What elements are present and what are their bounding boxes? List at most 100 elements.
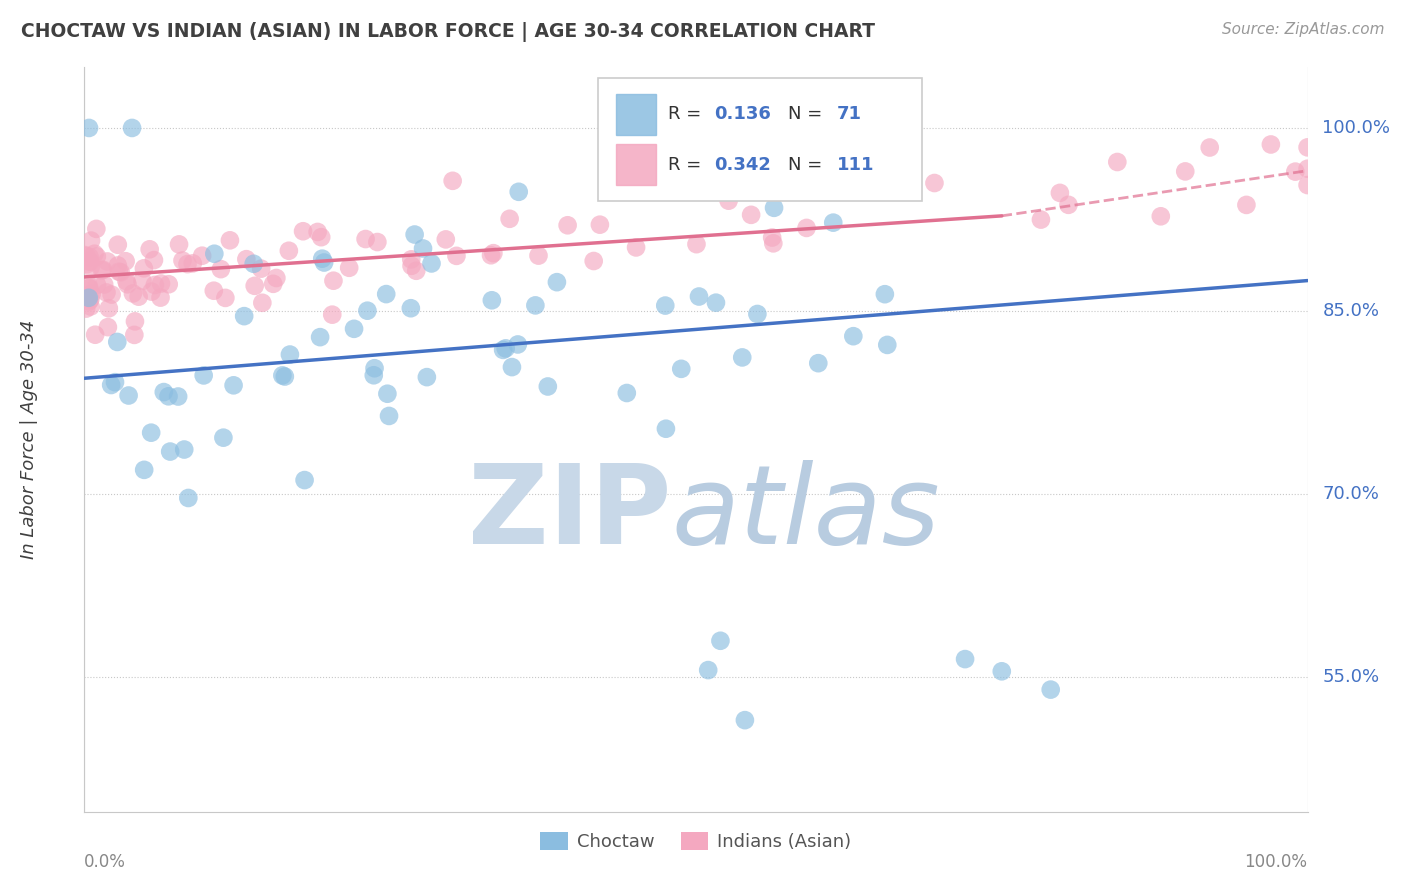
Point	[356, 303, 378, 318]
Text: 85.0%: 85.0%	[1322, 302, 1379, 320]
Point	[1198, 140, 1220, 154]
Point	[172, 253, 194, 268]
Point	[80, 287, 103, 301]
Text: 100.0%: 100.0%	[1322, 119, 1391, 137]
Point	[823, 216, 845, 230]
Point	[1150, 209, 1173, 223]
Point	[322, 274, 344, 288]
Point	[173, 442, 195, 457]
Point	[482, 246, 505, 260]
Point	[143, 253, 166, 268]
Point	[75, 291, 97, 305]
Point	[405, 264, 427, 278]
Point	[176, 257, 198, 271]
Point	[294, 473, 316, 487]
Point	[399, 301, 422, 316]
Point	[77, 281, 100, 295]
Point	[235, 252, 257, 267]
Point	[79, 254, 101, 268]
Point	[91, 263, 114, 277]
Point	[508, 185, 530, 199]
Point	[747, 307, 769, 321]
Point	[80, 234, 103, 248]
Point	[506, 337, 529, 351]
Point	[86, 277, 108, 292]
Point	[734, 713, 756, 727]
Point	[86, 249, 108, 263]
Text: 111: 111	[837, 156, 875, 174]
Point	[177, 491, 200, 505]
Point	[527, 249, 550, 263]
Point	[412, 242, 434, 256]
Point	[73, 291, 96, 305]
Point	[77, 278, 100, 293]
Point	[114, 254, 136, 268]
Point	[243, 278, 266, 293]
Point	[86, 222, 108, 236]
Point	[1236, 198, 1258, 212]
Point	[193, 368, 215, 383]
Point	[141, 425, 163, 440]
Point	[117, 388, 139, 402]
Point	[873, 287, 896, 301]
Point	[77, 294, 100, 309]
Point	[266, 271, 288, 285]
Point	[704, 295, 727, 310]
Text: 0.0%: 0.0%	[84, 853, 127, 871]
Point	[624, 240, 647, 254]
Bar	[616, 94, 655, 135]
Point	[79, 260, 101, 274]
Point	[131, 274, 153, 288]
Point	[150, 277, 173, 291]
Point	[262, 277, 284, 291]
Point	[79, 293, 101, 307]
Point	[202, 284, 225, 298]
Point	[79, 250, 101, 264]
Point	[404, 227, 426, 242]
Point	[212, 431, 235, 445]
Point	[546, 275, 568, 289]
Point	[709, 633, 731, 648]
Point	[492, 343, 515, 357]
Point	[589, 218, 612, 232]
Point	[876, 338, 898, 352]
Point	[124, 314, 146, 328]
Point	[79, 300, 101, 314]
Text: 0.342: 0.342	[714, 156, 772, 174]
Point	[96, 285, 118, 300]
Point	[209, 262, 232, 277]
Point	[124, 327, 146, 342]
Text: N =: N =	[787, 105, 823, 123]
Point	[134, 463, 156, 477]
Point	[1029, 212, 1052, 227]
Point	[77, 289, 100, 303]
Point	[717, 194, 740, 208]
Point	[479, 248, 502, 262]
Point	[731, 351, 754, 365]
Point	[1296, 178, 1319, 192]
Point	[100, 287, 122, 301]
Point	[108, 265, 131, 279]
Legend: Choctaw, Indians (Asian): Choctaw, Indians (Asian)	[533, 825, 859, 859]
Point	[761, 230, 783, 244]
Point	[107, 237, 129, 252]
Point	[104, 375, 127, 389]
Point	[688, 289, 710, 303]
Text: 71: 71	[837, 105, 862, 123]
Point	[1039, 682, 1062, 697]
Point	[214, 291, 236, 305]
Text: CHOCTAW VS INDIAN (ASIAN) IN LABOR FORCE | AGE 30-34 CORRELATION CHART: CHOCTAW VS INDIAN (ASIAN) IN LABOR FORCE…	[21, 22, 875, 42]
Point	[110, 265, 132, 279]
Point	[73, 248, 96, 262]
Point	[991, 665, 1014, 679]
Point	[84, 327, 107, 342]
Point	[307, 225, 329, 239]
Point	[763, 201, 786, 215]
Text: 100.0%: 100.0%	[1244, 853, 1308, 871]
Point	[77, 291, 100, 305]
Point	[132, 261, 155, 276]
Point	[274, 369, 297, 384]
Point	[93, 277, 115, 292]
Point	[1260, 137, 1282, 152]
Point	[128, 290, 150, 304]
